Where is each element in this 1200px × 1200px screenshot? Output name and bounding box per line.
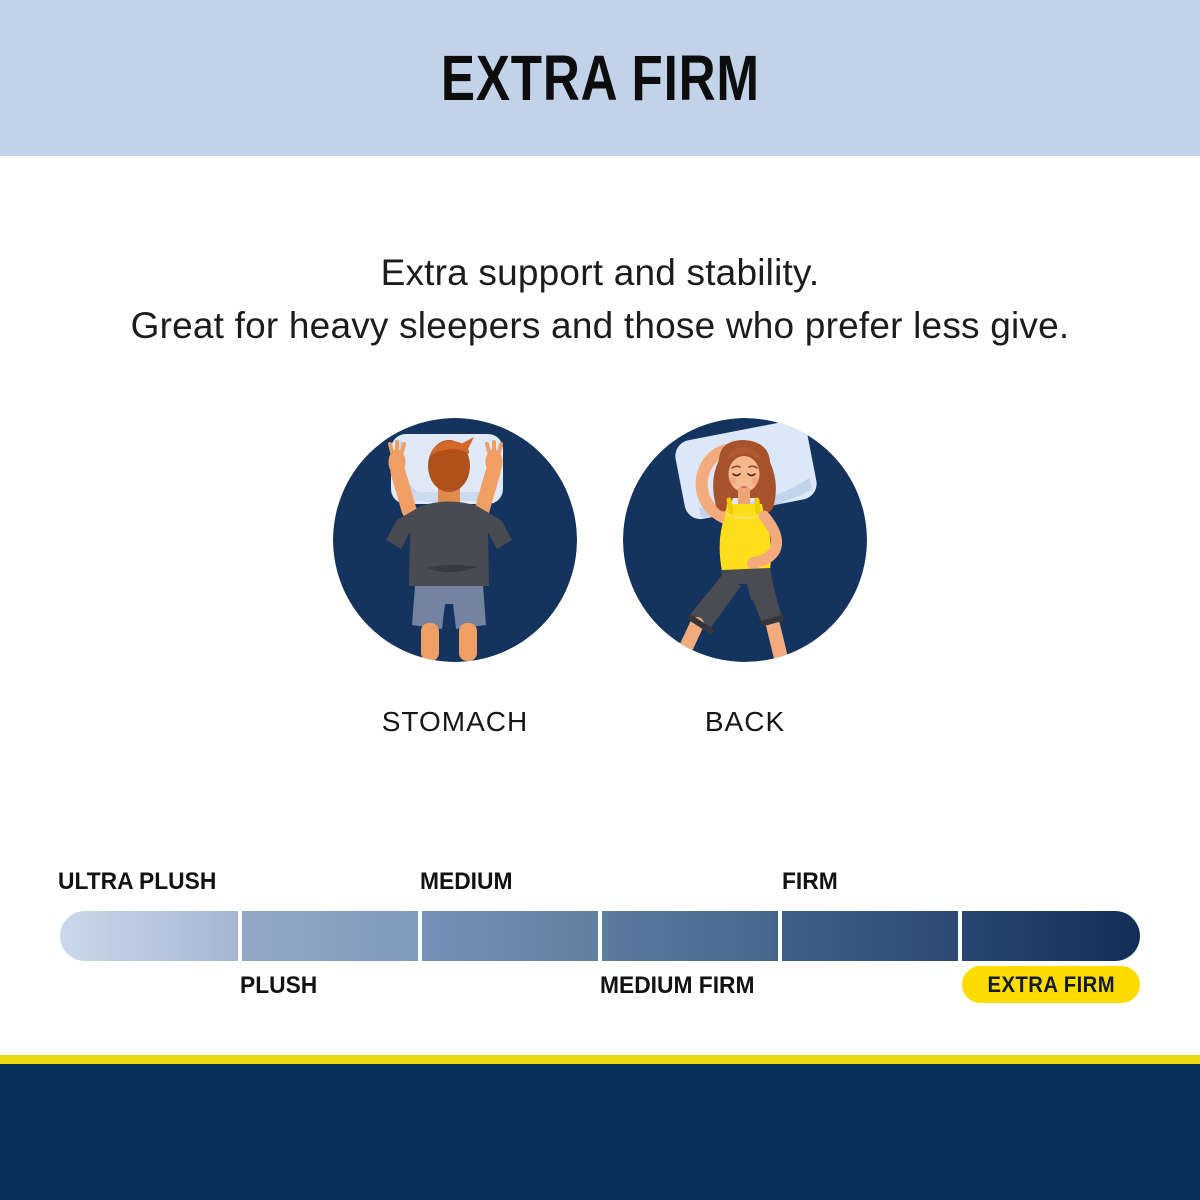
scale-label-plush: PLUSH [240, 972, 318, 999]
stomach-sleeper-icon [333, 418, 577, 662]
page-title: EXTRA FIRM [440, 42, 760, 114]
footer-band: Serta ® [0, 1064, 1200, 1200]
scale-divider [238, 911, 242, 961]
firmness-scale-bar [60, 911, 1140, 961]
scale-divider [958, 911, 962, 961]
scale-divider [598, 911, 602, 961]
scale-label-medium: MEDIUM [420, 868, 513, 895]
stomach-label: STOMACH [381, 706, 529, 737]
header-band: EXTRA FIRM [0, 0, 1200, 156]
scale-label-ultra-plush: ULTRA PLUSH [58, 868, 217, 895]
description-text: Extra support and stability. Great for h… [0, 246, 1200, 352]
scale-divider [778, 911, 782, 961]
description-line-2: Great for heavy sleepers and those who p… [130, 305, 1070, 346]
description-line-1: Extra support and stability. [380, 252, 820, 293]
footer-yellow-stripe [0, 1055, 1200, 1064]
selected-firmness-badge: EXTRA FIRM [962, 966, 1140, 1003]
back-sleeper-icon [623, 418, 867, 662]
stomach-sleeper-illustration [333, 418, 577, 662]
scale-label-firm: FIRM [782, 868, 838, 895]
selected-firmness-label: EXTRA FIRM [987, 971, 1115, 997]
scale-label-medium-firm: MEDIUM FIRM [600, 972, 755, 999]
scale-divider [418, 911, 422, 961]
back-sleeper-illustration [623, 418, 867, 662]
back-label: BACK [704, 706, 786, 737]
